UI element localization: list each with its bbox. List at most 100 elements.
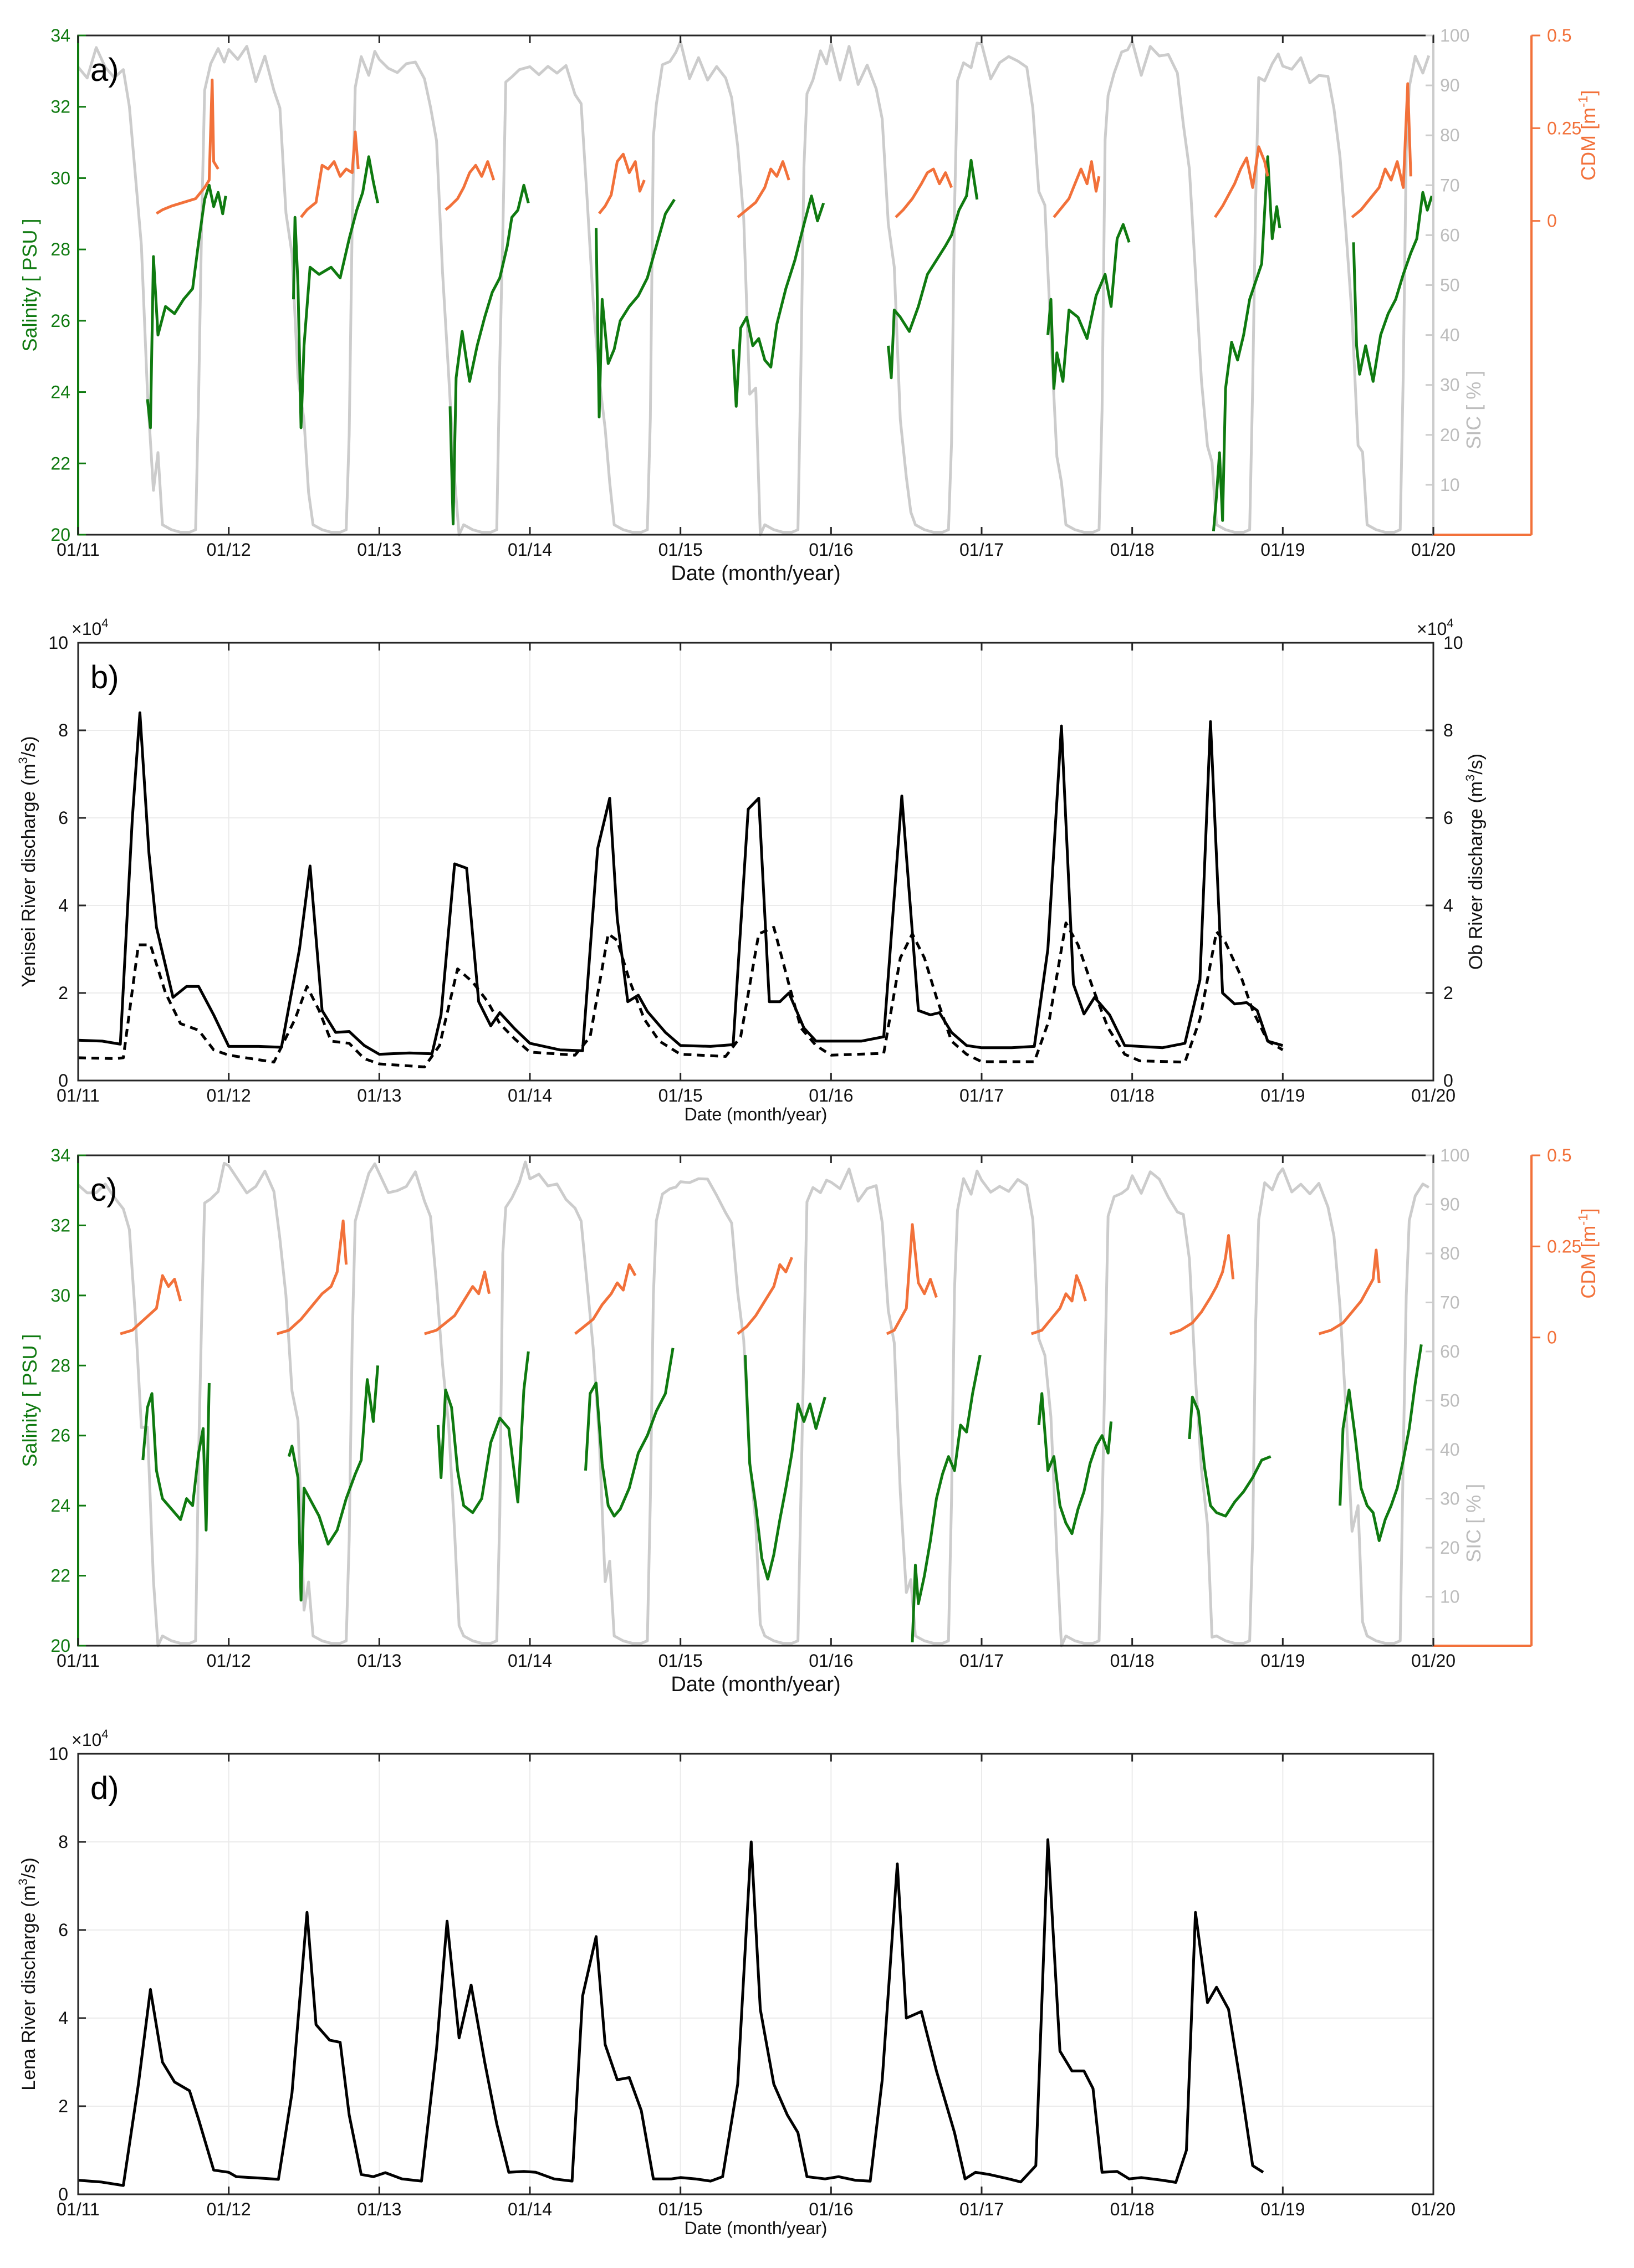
salinity-tick-label: 34	[50, 25, 70, 45]
x-tick-label: 01/20	[1411, 1086, 1456, 1105]
salinity-series-line	[887, 158, 979, 380]
multiplier-base: ×10	[72, 619, 101, 639]
x-tick-label: 01/18	[1110, 1651, 1155, 1671]
y-label-end: /s)	[18, 736, 39, 757]
plot-frame	[77, 1753, 1434, 2195]
y-tick-label-right: 4	[1443, 895, 1453, 915]
x-tick-label: 01/16	[809, 540, 853, 560]
plot-frame	[77, 642, 1434, 1082]
x-tick-label: 01/11	[57, 1086, 100, 1105]
sic-tick-label: 80	[1440, 1243, 1460, 1263]
x-tick-label: 01/20	[1411, 540, 1456, 560]
plot-frame	[77, 1154, 1434, 1647]
cdm-series-line	[737, 1257, 794, 1335]
sic-series-line	[77, 40, 1431, 536]
salinity-series-line	[292, 155, 380, 429]
salinity-series-line	[141, 1383, 211, 1532]
x-tick-label: 01/18	[1110, 1086, 1155, 1105]
x-tick-label: 01/15	[658, 1651, 703, 1671]
salinity-tick-label: 34	[50, 1145, 70, 1165]
salinity-tick-label: 28	[50, 239, 70, 259]
y-multiplier-left: ×104	[72, 1727, 109, 1750]
x-tick-label: 01/17	[959, 1651, 1004, 1671]
cdm-axis-label: CDM [m-1]	[1576, 1208, 1600, 1298]
salinity-tick-label: 32	[50, 1215, 70, 1235]
salinity-tick-label: 22	[50, 453, 70, 473]
cdm-tick-label: 0	[1547, 211, 1557, 231]
salinity-series-line	[1352, 191, 1433, 383]
x-tick-label: 01/19	[1260, 1086, 1305, 1105]
y-label-sup: 3	[16, 1878, 30, 1885]
cdm-axis-label: CDM [m-1]	[1576, 90, 1600, 181]
x-tick-label: 01/11	[57, 1651, 100, 1671]
salinity-tick-label: 24	[50, 1496, 70, 1516]
salinity-series-line	[732, 194, 825, 408]
yenisei-discharge-line	[78, 711, 1283, 1056]
salinity-series-line	[1188, 1395, 1272, 1518]
cdm-series-line	[737, 160, 790, 218]
salinity-series-line	[1212, 155, 1281, 531]
y-tick-label-right: 6	[1443, 808, 1453, 828]
multiplier-exp: 4	[101, 1727, 108, 1741]
y-tick-label-right: 10	[1443, 633, 1463, 653]
sic-tick-label: 40	[1440, 1440, 1460, 1460]
y-axis-label-left: Lena River discharge (m3/s)	[16, 1857, 39, 2090]
sic-axis-label: SIC [ % ]	[1462, 1484, 1485, 1563]
sic-tick-label: 40	[1440, 325, 1460, 345]
cdm-tick-label: 0.5	[1547, 1145, 1571, 1165]
y-label-sup: 3	[1463, 775, 1477, 781]
y-tick-label: 10	[48, 1744, 68, 1764]
salinity-series-line	[436, 1351, 530, 1514]
y-tick-label: 6	[58, 1920, 68, 1940]
x-tick-label: 01/12	[207, 1086, 251, 1105]
sic-tick-label: 10	[1440, 475, 1460, 495]
cdm-label-end: ]	[1577, 1208, 1600, 1214]
sic-tick-label: 30	[1440, 1489, 1460, 1509]
cdm-tick-label: 0.5	[1547, 25, 1571, 45]
plot-frame	[77, 34, 1434, 536]
y-tick-label-right: 0	[1443, 1071, 1453, 1091]
y-tick-label-right: 8	[1443, 720, 1453, 740]
cdm-series-line	[1214, 145, 1269, 218]
x-tick-label: 01/14	[508, 1086, 552, 1105]
x-axis-label: Date (month/year)	[671, 562, 840, 585]
cdm-series-line	[120, 1274, 182, 1335]
y-tick-label: 8	[58, 1832, 68, 1852]
x-tick-label: 01/20	[1411, 2199, 1456, 2219]
x-tick-label: 01/14	[508, 540, 552, 560]
cdm-series-line	[1169, 1234, 1235, 1335]
salinity-tick-label: 26	[50, 311, 70, 331]
y-label-sup: 3	[16, 757, 30, 764]
x-tick-label: 01/15	[658, 1086, 703, 1105]
salinity-series-line	[287, 1365, 380, 1602]
sic-tick-label: 50	[1440, 275, 1460, 295]
salinity-tick-label: 20	[50, 525, 70, 545]
salinity-series-line	[584, 1348, 675, 1518]
x-tick-label: 01/18	[1110, 2199, 1155, 2219]
cdm-label-main: CDM [m	[1577, 107, 1600, 181]
y-axis-label-right: Ob River discharge (m3/s)	[1463, 754, 1487, 970]
x-axis-label: Date (month/year)	[671, 1673, 840, 1696]
y-multiplier-right: ×104	[1417, 616, 1454, 639]
cdm-tick-label: 0.25	[1547, 118, 1581, 138]
x-tick-label: 01/12	[207, 540, 251, 560]
cdm-series-line	[424, 1270, 491, 1335]
y-multiplier-left: ×104	[72, 616, 109, 639]
x-tick-label: 01/12	[207, 2199, 251, 2219]
multiplier-base: ×10	[1417, 619, 1447, 639]
x-tick-label: 01/17	[959, 540, 1004, 560]
sic-tick-label: 70	[1440, 1293, 1460, 1313]
panel-label: d)	[90, 1770, 119, 1806]
cdm-tick-label: 0	[1547, 1328, 1557, 1348]
salinity-series-line	[595, 198, 676, 419]
cdm-series-line	[598, 152, 646, 214]
cdm-series-line	[886, 1223, 938, 1335]
sic-tick-label: 80	[1440, 125, 1460, 145]
salinity-axis-label: Salinity [ PSU ]	[18, 218, 41, 351]
cdm-label-main: CDM [m	[1577, 1226, 1600, 1299]
x-tick-label: 01/19	[1260, 540, 1305, 560]
cdm-label-sup: -1	[1576, 1214, 1591, 1225]
x-tick-label: 01/17	[959, 1086, 1004, 1105]
y-tick-label: 0	[58, 2184, 68, 2204]
